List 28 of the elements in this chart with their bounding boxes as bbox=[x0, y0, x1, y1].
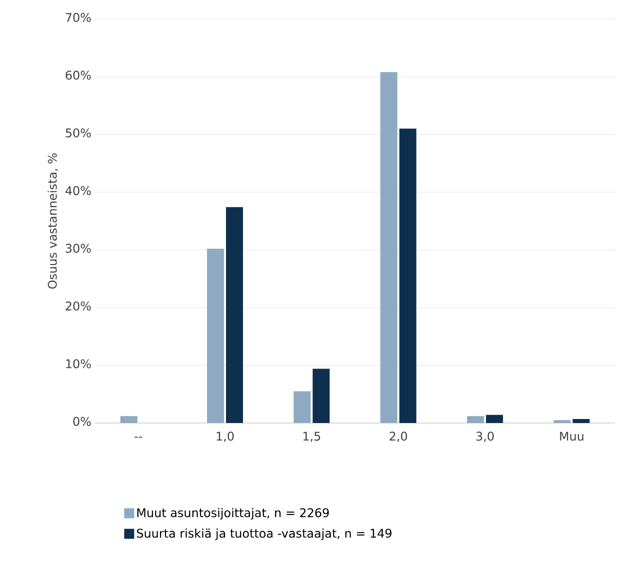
y-tick-label: 60% bbox=[66, 70, 91, 80]
bar bbox=[120, 416, 138, 423]
x-tick-label: 1,5 bbox=[303, 432, 320, 442]
bar bbox=[312, 368, 330, 423]
x-tick-label: 1,0 bbox=[216, 432, 234, 442]
bar bbox=[467, 416, 484, 423]
bar bbox=[294, 391, 311, 423]
y-tick-label: 10% bbox=[66, 359, 91, 368]
y-axis-title: Osuus vastanneista, % bbox=[48, 153, 58, 289]
bar bbox=[554, 420, 571, 423]
y-tick-label: 40% bbox=[65, 186, 91, 196]
bar bbox=[486, 414, 503, 423]
y-tick-label: 70% bbox=[66, 12, 91, 22]
x-tick-label: 2,0 bbox=[390, 432, 408, 442]
bar bbox=[207, 248, 224, 423]
bar bbox=[399, 128, 416, 423]
x-tick-label: 3,0 bbox=[476, 432, 494, 442]
legend-label: Muut asuntosijoittajat, n = 2269 bbox=[137, 508, 329, 520]
y-tick-label: 30% bbox=[66, 244, 91, 253]
bar bbox=[380, 72, 398, 423]
bar bbox=[226, 207, 243, 423]
legend-label: Suurta riskiä ja tuottoa -vastaajat, n = 149 bbox=[136, 528, 392, 540]
y-tick-label: 0% bbox=[73, 416, 91, 426]
y-tick-label: 50% bbox=[66, 128, 91, 138]
y-tick-label: 20% bbox=[66, 301, 91, 311]
x-tick-label: -- bbox=[134, 436, 142, 438]
x-tick-label: Muu bbox=[560, 432, 584, 441]
bar bbox=[572, 418, 590, 423]
